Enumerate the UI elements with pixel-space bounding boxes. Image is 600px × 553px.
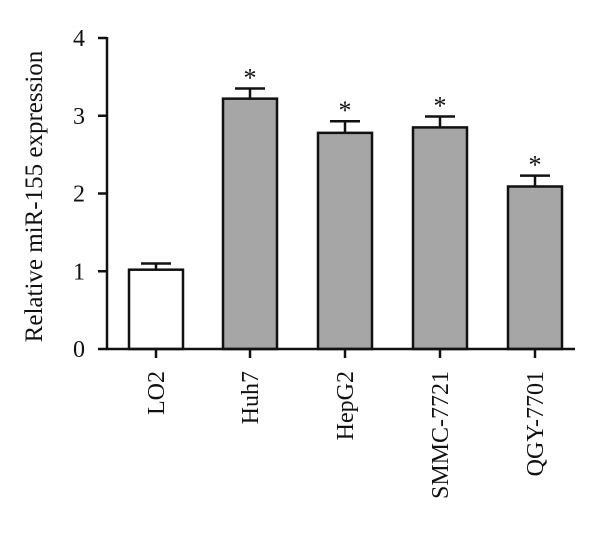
y-tick-label: 3: [73, 104, 85, 130]
y-tick-label: 2: [73, 182, 85, 208]
x-tick-label: Huh7: [238, 371, 264, 424]
bars: [127, 97, 564, 351]
x-axis-ticks: LO2 Huh7 HepG2 SMMC-7721 QGY-7701: [144, 349, 549, 499]
y-tick-label: 4: [73, 26, 85, 52]
significance-markers: * * * *: [244, 64, 542, 180]
x-tick-label: SMMC-7721: [428, 371, 454, 499]
bar-qgy-7701: [506, 185, 564, 351]
y-axis-ticks: 0 1 2 3 4: [73, 26, 107, 363]
bar-lo2: [127, 268, 185, 351]
x-tick-label: QGY-7701: [523, 371, 549, 476]
bar-huh7: [221, 97, 279, 351]
significance-asterisk: *: [529, 151, 542, 180]
significance-asterisk: *: [244, 64, 257, 93]
y-axis-label: Relative miR-155 expression: [21, 50, 48, 342]
significance-asterisk: *: [434, 92, 447, 121]
x-tick-label: HepG2: [333, 371, 359, 440]
y-tick-label: 1: [73, 259, 85, 285]
bar-smmc-7721: [411, 126, 469, 351]
x-tick-label: LO2: [144, 371, 170, 415]
error-bars: [141, 87, 550, 270]
bar-hepg2: [316, 131, 374, 351]
significance-asterisk: *: [339, 96, 352, 125]
y-tick-label: 0: [73, 337, 85, 363]
